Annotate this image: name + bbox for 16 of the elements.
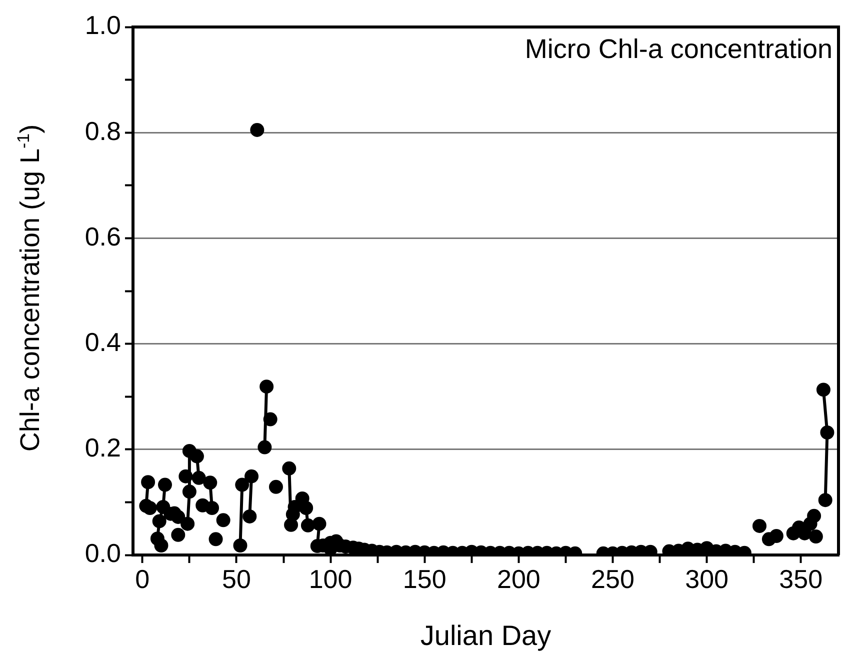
x-tick-label: 150 xyxy=(402,564,446,594)
y-tick-label: 0.2 xyxy=(84,432,121,463)
y-tick-label: 0.8 xyxy=(84,116,121,146)
x-tick-label: 50 xyxy=(222,564,251,594)
x-tick-label: 0 xyxy=(135,564,150,594)
x-tick-label: 250 xyxy=(591,564,634,594)
x-axis-title: Julian Day xyxy=(420,620,552,651)
annotation: Micro Chl-a concentration xyxy=(524,34,832,64)
y-tick-label: 0.0 xyxy=(84,538,121,568)
x-tick-label: 200 xyxy=(496,564,540,594)
x-tick-label: 300 xyxy=(685,564,728,594)
y-tick-label: 0.6 xyxy=(84,221,121,252)
y-tick-label: 0.4 xyxy=(84,326,121,357)
x-tick-label: 350 xyxy=(779,564,823,594)
y-tick-label: 1.0 xyxy=(84,10,121,40)
x-tick-label: 100 xyxy=(308,564,352,594)
